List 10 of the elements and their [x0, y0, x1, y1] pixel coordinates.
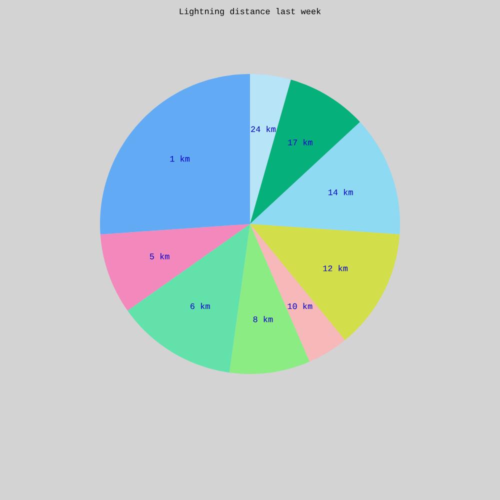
- slice-label: 1 km: [170, 155, 190, 162]
- chart-title: Lightning distance last week: [180, 8, 321, 16]
- slice-label: 17 km: [288, 139, 312, 146]
- slice-label: 10 km: [288, 302, 312, 310]
- slice-label: 6 km: [190, 302, 210, 310]
- slice-label: 12 km: [323, 265, 348, 272]
- slice-label: 8 km: [253, 316, 273, 322]
- slice-label: 14 km: [328, 188, 353, 196]
- slice-label: 5 km: [150, 253, 170, 260]
- slice-label: 24 km: [251, 126, 276, 132]
